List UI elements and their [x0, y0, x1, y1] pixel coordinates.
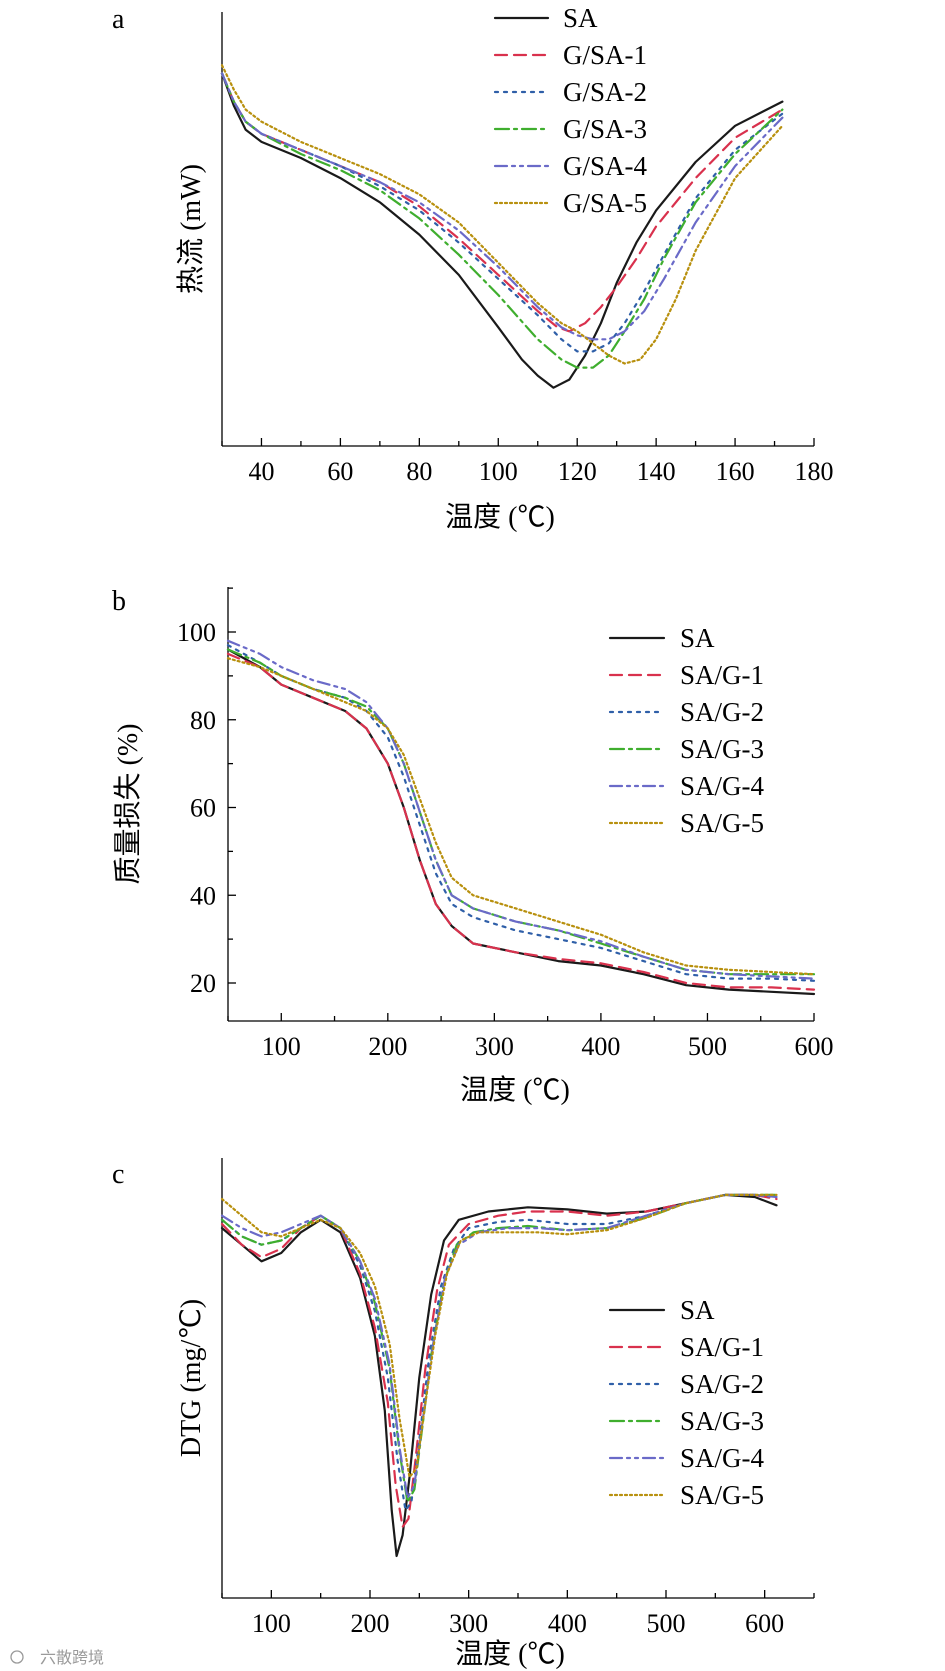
- legend-label: SA/G-1: [680, 1332, 764, 1362]
- watermark-logo-icon: [10, 1650, 24, 1664]
- x-tick-label: 600: [745, 1609, 784, 1638]
- panel-a: a 40 60 80 100 120 140 160 180 SA G/SA-1 G/SA-2 G/…: [112, 3, 834, 533]
- legend-label: SA/G-3: [680, 1406, 764, 1436]
- x-tick-label: 400: [548, 1609, 587, 1638]
- x-tick-label: 180: [795, 457, 834, 486]
- x-tick-label: 500: [647, 1609, 686, 1638]
- y-axis-label-c: DTG (mg/℃): [176, 1299, 207, 1457]
- legend-label: SA: [680, 623, 715, 653]
- panel-label-c: c: [112, 1159, 124, 1190]
- y-tick-label: 60: [190, 794, 216, 823]
- watermark: 六散跨境: [10, 1648, 104, 1667]
- x-tick-label: 400: [581, 1032, 620, 1061]
- x-tick-label: 60: [327, 457, 353, 486]
- series-line: [220, 1193, 778, 1512]
- legend-label: SA/G-2: [680, 697, 764, 727]
- y-tick-label: 100: [177, 618, 216, 647]
- series-line: [220, 1193, 778, 1528]
- legend-label: G/SA-3: [563, 114, 647, 144]
- x-tick-label: 160: [716, 457, 755, 486]
- x-tick-label: 600: [795, 1032, 834, 1061]
- x-axis-label-b: 温度 (℃): [460, 1074, 570, 1106]
- x-tick-label: 200: [368, 1032, 407, 1061]
- x-tick-label: 500: [688, 1032, 727, 1061]
- panel-label-a: a: [112, 4, 125, 35]
- legend-label: G/SA-1: [563, 40, 647, 70]
- series-line: [220, 72, 784, 341]
- series-line: [220, 72, 784, 353]
- legend-label: G/SA-5: [563, 188, 647, 218]
- x-tick-label: 100: [262, 1032, 301, 1061]
- series-line: [226, 639, 816, 980]
- legend-label: SA/G-2: [680, 1369, 764, 1399]
- y-tick-label: 40: [190, 881, 216, 910]
- x-tick-label: 80: [406, 457, 432, 486]
- x-tick-label: 300: [449, 1609, 488, 1638]
- x-tick-label: 100: [252, 1609, 291, 1638]
- legend-label: G/SA-4: [563, 151, 648, 181]
- legend-label: SA/G-1: [680, 660, 764, 690]
- series-line: [226, 657, 816, 976]
- x-axis-label-a: 温度 (℃): [445, 501, 555, 533]
- panel-label-b: b: [112, 586, 126, 617]
- series-line: [220, 72, 784, 369]
- legend-label: G/SA-2: [563, 77, 647, 107]
- legend-label: SA/G-4: [680, 771, 765, 801]
- series-line: [220, 1193, 778, 1479]
- legend-label: SA/G-5: [680, 1480, 764, 1510]
- y-tick-label: 80: [190, 706, 216, 735]
- series-line: [220, 72, 784, 389]
- x-tick-label: 140: [637, 457, 676, 486]
- panel-c: c 100 200 300 400 500 600 SA SA/G-1 SA/G-2 SA/G-…: [112, 1158, 815, 1670]
- x-tick-label: 100: [479, 457, 518, 486]
- legend-label: SA/G-4: [680, 1443, 765, 1473]
- x-axis-label-c: 温度 (℃): [455, 1638, 565, 1670]
- y-tick-label: 20: [190, 969, 216, 998]
- x-tick-label: 200: [351, 1609, 390, 1638]
- x-tick-label: 40: [248, 457, 274, 486]
- legend-label: SA: [680, 1295, 715, 1325]
- x-tick-label: 300: [475, 1032, 514, 1061]
- series-line: [220, 72, 784, 333]
- series-line: [220, 64, 784, 365]
- y-axis-label-b: 质量损失 (%): [112, 724, 144, 885]
- series-line: [226, 652, 816, 991]
- watermark-text: 六散跨境: [40, 1648, 104, 1667]
- panel-b: b 100 200 300 400 500 600 20 40 60 80 100 SA SA/G-…: [112, 586, 834, 1106]
- x-tick-label: 120: [558, 457, 597, 486]
- legend-label: SA/G-3: [680, 734, 764, 764]
- y-axis-label-a: 热流 (mW): [175, 164, 207, 294]
- legend-label: SA: [563, 3, 598, 33]
- legend-label: SA/G-5: [680, 808, 764, 838]
